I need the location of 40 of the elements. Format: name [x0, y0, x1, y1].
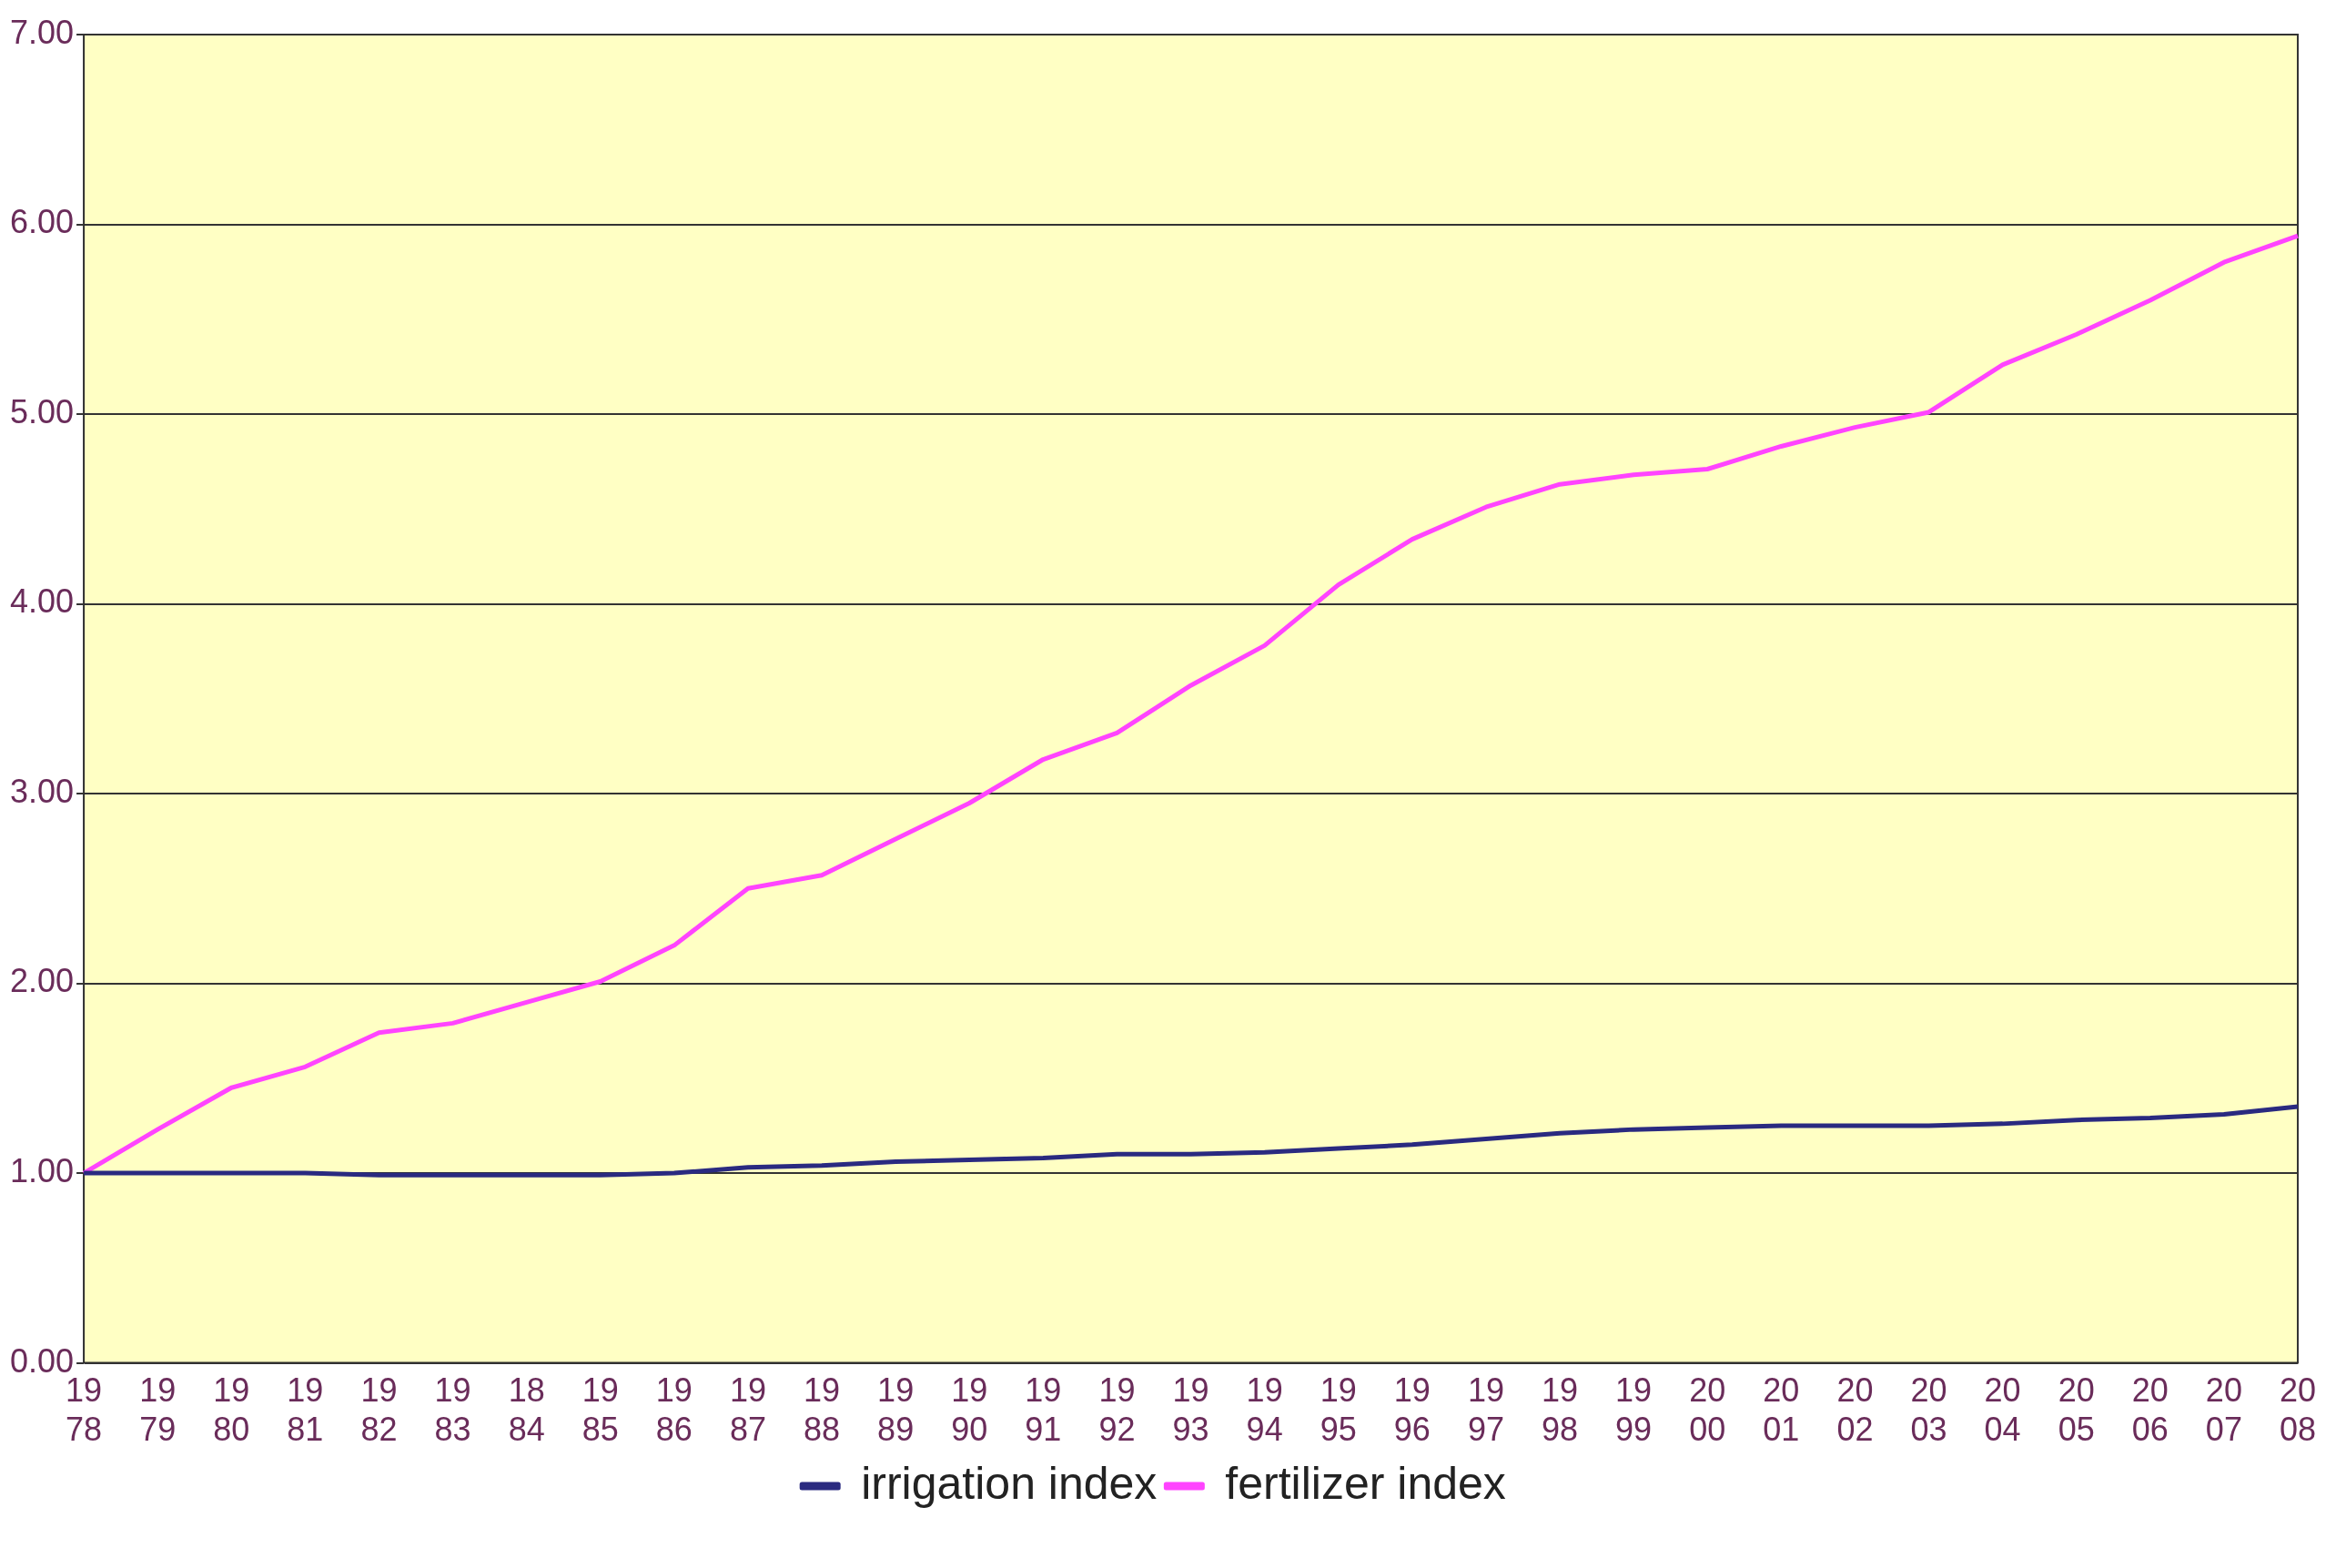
- y-tick-label: 2.00: [9, 962, 75, 1000]
- x-tick-label: 1985: [582, 1371, 619, 1449]
- x-tick-label: 1988: [804, 1371, 841, 1449]
- x-tick-label: 1980: [213, 1371, 250, 1449]
- x-tick-label: 2007: [2205, 1371, 2242, 1449]
- y-tick-label: 1.00: [9, 1152, 75, 1190]
- x-tick-label: 1987: [729, 1371, 766, 1449]
- x-tick-label: 1990: [951, 1371, 988, 1449]
- y-tick-label: 3.00: [9, 772, 75, 810]
- x-tick-label: 1884: [508, 1371, 545, 1449]
- y-tick-label: 5.00: [9, 392, 75, 430]
- x-tick-label: 2001: [1763, 1371, 1800, 1449]
- x-tick-label: 1983: [434, 1371, 471, 1449]
- y-tick-label: 7.00: [9, 13, 75, 51]
- x-tick-label: 2006: [2131, 1371, 2169, 1449]
- x-tick-label: 2000: [1689, 1371, 1726, 1449]
- x-tick-label: 1986: [655, 1371, 693, 1449]
- y-tick-label: 6.00: [9, 203, 75, 241]
- legend-label: fertilizer index: [1225, 1457, 1506, 1509]
- x-tick-label: 2005: [2058, 1371, 2095, 1449]
- legend-label: irrigation index: [861, 1457, 1158, 1509]
- x-tick-label: 1991: [1025, 1371, 1062, 1449]
- x-tick-label: 1999: [1615, 1371, 1653, 1449]
- x-tick-label: 1993: [1172, 1371, 1209, 1449]
- x-tick-label: 1979: [139, 1371, 177, 1449]
- x-tick-label: 2004: [1984, 1371, 2021, 1449]
- x-tick-label: 1998: [1541, 1371, 1579, 1449]
- x-tick-label: 1982: [360, 1371, 398, 1449]
- x-tick-label: 1981: [287, 1371, 324, 1449]
- x-tick-label: 1995: [1320, 1371, 1357, 1449]
- x-tick-label: 1978: [66, 1371, 103, 1449]
- x-tick-label: 2008: [2279, 1371, 2316, 1449]
- x-tick-label: 1997: [1467, 1371, 1504, 1449]
- x-tick-label: 1992: [1098, 1371, 1136, 1449]
- x-tick-label: 2003: [1910, 1371, 1947, 1449]
- y-tick-label: 4.00: [9, 582, 75, 621]
- x-tick-label: 1994: [1246, 1371, 1283, 1449]
- x-tick-label: 2002: [1836, 1371, 1874, 1449]
- x-tick-label: 1989: [877, 1371, 915, 1449]
- x-tick-label: 1996: [1393, 1371, 1431, 1449]
